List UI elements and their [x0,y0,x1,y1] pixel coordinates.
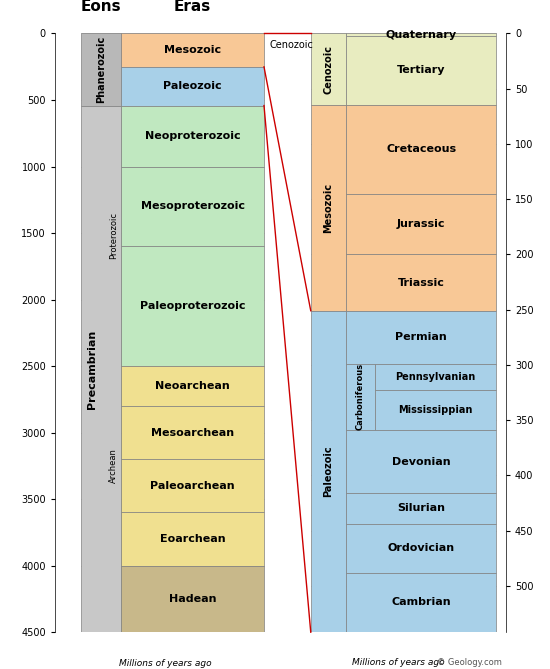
Bar [121,406,264,459]
Text: Cenozoic: Cenozoic [270,40,314,50]
Text: Mississippian: Mississippian [399,405,473,415]
Bar [81,106,121,632]
Bar [346,573,496,632]
Bar [375,390,496,430]
Text: Cretaceous: Cretaceous [386,145,456,155]
Text: Mesozoic: Mesozoic [323,183,333,233]
Bar [346,310,496,364]
Bar [346,105,496,193]
Bar [81,33,121,106]
Bar [311,105,346,310]
Text: Pennsylvanian: Pennsylvanian [395,372,476,382]
Bar [121,566,264,632]
Text: Ordovician: Ordovician [388,543,455,553]
Text: Millions of years ago: Millions of years ago [353,658,445,666]
Text: Neoproterozoic: Neoproterozoic [145,131,240,141]
Bar [121,106,264,167]
Bar [121,167,264,246]
Bar [346,254,496,310]
Text: Mesozoic: Mesozoic [164,45,221,55]
Text: Carboniferous: Carboniferous [356,363,365,430]
Bar [121,459,264,512]
Bar [375,364,496,390]
Text: Tertiary: Tertiary [397,66,446,76]
Bar [121,67,264,106]
Text: Mesoarchean: Mesoarchean [151,427,234,438]
Text: Permian: Permian [395,332,447,343]
Bar [346,493,496,524]
Text: Paleozoic: Paleozoic [323,446,333,497]
Text: Neoarchean: Neoarchean [155,381,230,391]
Text: Archean: Archean [109,448,118,483]
Text: © Geology.com: © Geology.com [437,658,502,666]
Bar [346,33,496,35]
Text: Mesoproterozoic: Mesoproterozoic [140,201,245,211]
Bar [346,193,496,254]
Bar [311,310,346,632]
Bar [121,512,264,566]
Bar [346,35,496,105]
Bar [346,364,375,430]
Text: Hadean: Hadean [169,594,216,604]
Text: Silurian: Silurian [397,504,445,514]
Text: Paleozoic: Paleozoic [163,81,222,91]
Bar [346,524,496,573]
Text: Precambrian: Precambrian [87,329,97,409]
Bar [346,430,496,493]
Text: Paleoarchean: Paleoarchean [150,481,235,491]
Text: Eras: Eras [174,0,211,14]
Text: Eoarchean: Eoarchean [160,534,226,544]
Bar [121,33,264,67]
Text: Devonian: Devonian [392,456,450,466]
Text: Phanerozoic: Phanerozoic [96,36,106,103]
Text: Paleoproterozoic: Paleoproterozoic [140,301,245,311]
Bar [121,246,264,366]
Bar [121,366,264,406]
Text: Triassic: Triassic [398,278,444,288]
Text: Jurassic: Jurassic [397,219,446,229]
Text: Quaternary: Quaternary [386,29,456,39]
Text: Millions of years ago: Millions of years ago [119,659,211,668]
Text: Cenozoic: Cenozoic [323,45,333,94]
Text: Eons: Eons [81,0,122,14]
Text: Proterozoic: Proterozoic [109,212,118,260]
Text: Cambrian: Cambrian [391,597,451,607]
Bar [311,33,346,105]
